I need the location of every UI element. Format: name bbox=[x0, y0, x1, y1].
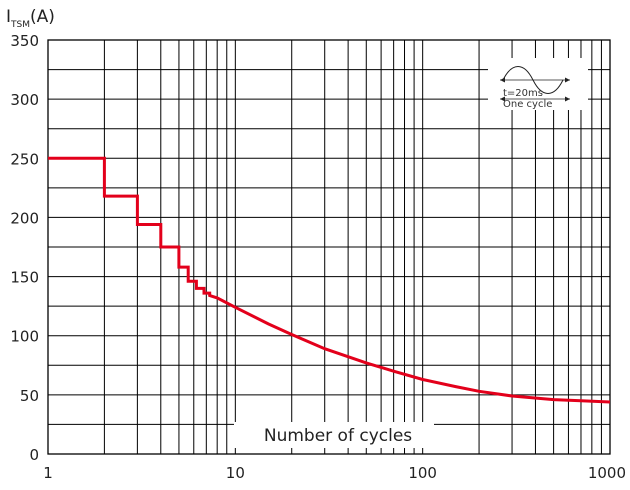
x-axis-title-group: Number of cycles bbox=[234, 422, 434, 448]
y-axis-title-subscript: TSM bbox=[10, 20, 30, 30]
y-axis-title-unit: (A) bbox=[30, 7, 55, 27]
y-tick-label: 300 bbox=[10, 91, 39, 109]
x-tick-label: 100 bbox=[408, 464, 437, 482]
x-axis-title-background bbox=[234, 422, 434, 448]
y-tick-label: 100 bbox=[10, 328, 39, 346]
y-tick-label: 250 bbox=[10, 150, 39, 168]
waveform-inset: t=20ms One cycle bbox=[488, 58, 588, 110]
x-tick-label: 1 bbox=[43, 464, 53, 482]
surge-current-line bbox=[48, 156, 611, 404]
y-tick-label: 150 bbox=[10, 269, 39, 287]
x-tick-label: 1000 bbox=[588, 464, 626, 482]
y-tick-label: 50 bbox=[20, 387, 39, 405]
cycle-label: One cycle bbox=[503, 99, 552, 110]
period-label: t=20ms bbox=[503, 88, 543, 99]
y-tick-label: 350 bbox=[10, 32, 39, 50]
y-axis-title: ITSM(A) bbox=[6, 7, 55, 30]
x-tick-label: 10 bbox=[226, 464, 245, 482]
y-tick-label: 200 bbox=[10, 209, 39, 227]
x-axis-title: Number of cycles bbox=[264, 426, 412, 446]
y-tick-label: 0 bbox=[29, 446, 39, 464]
y-axis-title-main: I bbox=[6, 7, 11, 27]
y-tick-labels: 0 50 100 150 200 250 300 350 bbox=[10, 32, 39, 464]
plot-frame bbox=[47, 39, 611, 455]
x-tick-labels: 1 10 100 1000 bbox=[43, 464, 626, 482]
inset-background bbox=[488, 58, 588, 110]
